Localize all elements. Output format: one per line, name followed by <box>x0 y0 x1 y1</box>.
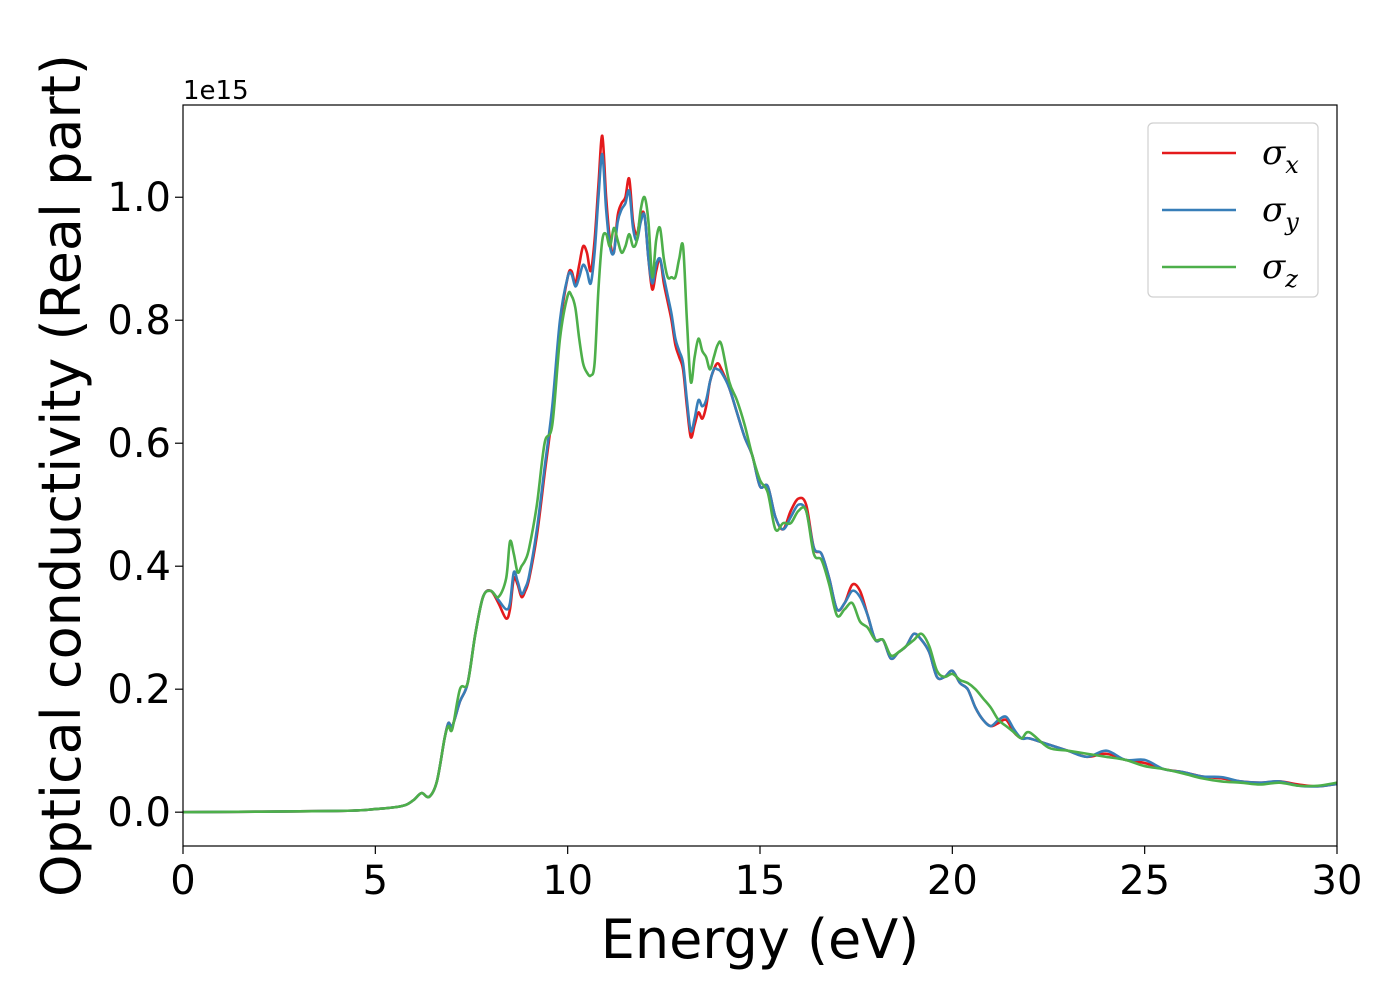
legend-symbol: σ <box>1262 190 1286 230</box>
y-tick-label: 0.4 <box>107 544 171 590</box>
y-tick-label: 0.2 <box>107 667 171 713</box>
y-tick-label: 0.0 <box>107 790 171 836</box>
legend-subscript: z <box>1284 265 1298 293</box>
y-tick-label: 0.6 <box>107 421 171 467</box>
x-tick-label: 25 <box>1119 858 1170 904</box>
legend-subscript: y <box>1284 208 1299 236</box>
legend-symbol: σ <box>1262 247 1286 287</box>
x-tick-label: 5 <box>363 858 388 904</box>
x-tick-label: 10 <box>542 858 593 904</box>
series-line-y <box>183 152 1337 814</box>
legend-subscript: x <box>1285 151 1299 179</box>
y-axis-label: Optical conductivity (Real part) <box>30 54 93 897</box>
legend-label-z: σz <box>1262 247 1298 293</box>
series-line-z <box>183 195 1337 814</box>
y-axis-ticks: 0.0 0.2 0.4 0.6 0.8 1.0 <box>107 175 183 836</box>
x-tick-label: 20 <box>927 858 978 904</box>
legend-label-y: σy <box>1262 190 1299 236</box>
legend-symbol: σ <box>1262 133 1286 173</box>
x-tick-label: 15 <box>735 858 786 904</box>
series-layer <box>183 134 1337 814</box>
y-offset-label: 1e15 <box>183 76 249 106</box>
y-tick-label: 1.0 <box>107 175 171 221</box>
x-tick-label: 30 <box>1312 858 1363 904</box>
legend-label-x: σx <box>1262 133 1299 179</box>
y-tick-label: 0.8 <box>107 298 171 344</box>
x-axis-ticks: 0 5 10 15 20 25 30 <box>170 846 1362 904</box>
x-axis-label: Energy (eV) <box>601 908 920 971</box>
x-tick-label: 0 <box>170 858 195 904</box>
